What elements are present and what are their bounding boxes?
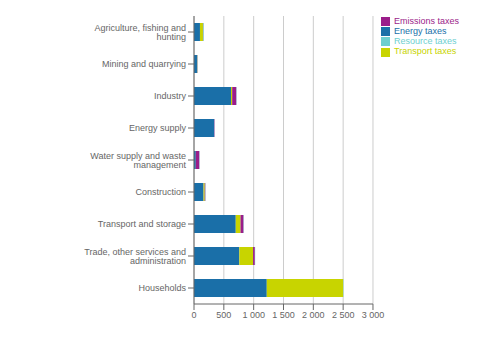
svg-text:Trade, other services andadmin: Trade, other services andadministration [84, 247, 186, 266]
svg-text:0: 0 [191, 310, 196, 320]
html-text:Transport taxes: Transport taxes [394, 46, 457, 57]
svg-text:2 500: 2 500 [332, 310, 355, 320]
svg-text:3 000: 3 000 [362, 310, 385, 320]
svg-text:Transport and storage: Transport and storage [98, 219, 186, 229]
svg-text:Households: Households [138, 283, 186, 293]
svg-text:Agriculture, fishing andhuntin: Agriculture, fishing andhunting [94, 23, 186, 42]
svg-text:500: 500 [216, 310, 231, 320]
html-text:Energy taxes: Energy taxes [394, 26, 447, 37]
svg-text:Construction: Construction [135, 187, 186, 197]
svg-text:Energy supply: Energy supply [129, 123, 187, 133]
svg-text:Industry: Industry [154, 91, 187, 101]
html-text:Resource taxes: Resource taxes [394, 36, 457, 47]
svg-text:Mining and quarrying: Mining and quarrying [102, 59, 186, 69]
svg-text:2 000: 2 000 [302, 310, 325, 320]
svg-text:Water supply and wastemanageme: Water supply and wastemanagement [90, 151, 186, 170]
html-text:Emissions taxes: Emissions taxes [394, 16, 459, 26]
svg-text:1 500: 1 500 [272, 310, 295, 320]
svg-text:1 000: 1 000 [242, 310, 265, 320]
